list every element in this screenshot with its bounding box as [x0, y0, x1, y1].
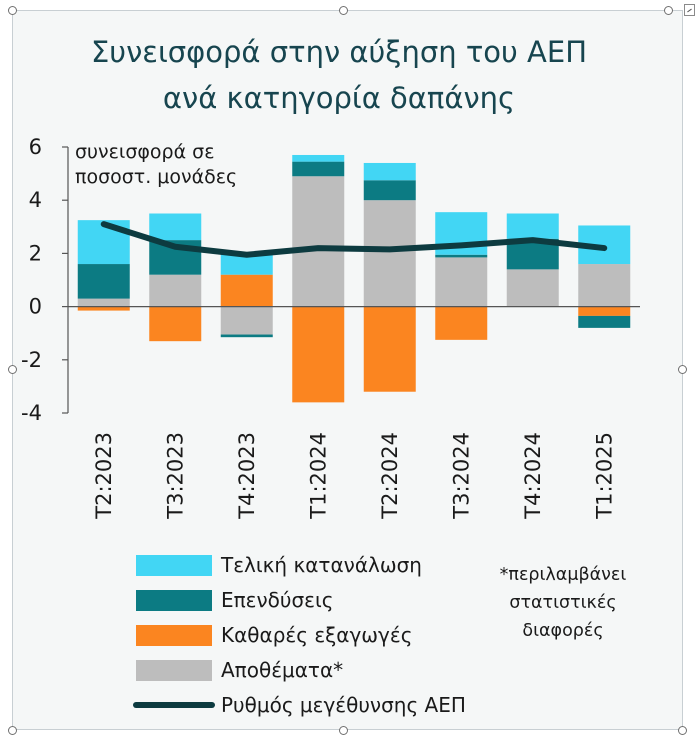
bar-καθαρές-εξαγωγές-τ2-2024 — [363, 306, 416, 392]
legend-label-ρυθμός-μεγέθυνσης-αεπ: Ρυθμός μεγέθυνσης ΑΕΠ — [221, 693, 466, 717]
resize-handle-bottom-right[interactable] — [678, 726, 687, 735]
x-tick-label-τ3-2023: Τ3:2023 — [163, 432, 187, 520]
resize-handle-top-left[interactable] — [8, 6, 17, 15]
resize-handle-middle-left[interactable] — [8, 365, 17, 374]
chart-title-line-1: Συνεισφορά στην αύξηση του ΑΕΠ — [91, 35, 587, 69]
legend-swatch-αποθέματα — [136, 660, 212, 681]
bar-τελική-κατανάλωση-τ2-2024 — [363, 162, 416, 181]
bar-επενδύσεις-τ1-2024 — [292, 161, 345, 177]
resize-handle-top-right[interactable] — [664, 6, 673, 15]
bar-τελική-κατανάλωση-τ4-2023 — [220, 252, 273, 275]
bar-τελική-κατανάλωση-τ1-2024 — [292, 154, 345, 162]
bar-καθαρές-εξαγωγές-τ2-2023 — [77, 306, 130, 311]
resize-handle-bottom-left[interactable] — [8, 726, 17, 735]
x-tick-label-τ3-2024: Τ3:2024 — [449, 432, 473, 520]
resize-handle-top-center[interactable] — [339, 6, 348, 15]
x-tick-label-τ2-2023: Τ2:2023 — [92, 432, 116, 520]
y-tick-label-0: 0 — [29, 295, 42, 319]
bar-αποθέματα-τ3-2023 — [149, 274, 202, 307]
y-axis-label-line-1: συνεισφορά σε — [75, 141, 215, 163]
gdp-growth-line — [100, 221, 608, 258]
y-tick-label-6: 6 — [29, 135, 42, 159]
bar-καθαρές-εξαγωγές-τ1-2025 — [578, 306, 631, 316]
legend-swatch-τελική-κατανάλωση — [136, 555, 212, 576]
bar-καθαρές-εξαγωγές-τ4-2023 — [220, 274, 273, 307]
legend-label-τελική-κατανάλωση: Τελική κατανάλωση — [220, 553, 422, 577]
bar-αποθέματα-τ2-2023 — [77, 298, 130, 307]
y-tick-label-2: 2 — [29, 241, 42, 265]
bar-τελική-κατανάλωση-τ4-2024 — [506, 213, 559, 239]
bar-series-group — [77, 154, 631, 403]
bar-αποθέματα-τ2-2024 — [363, 200, 416, 307]
bar-επενδύσεις-τ1-2025 — [578, 315, 631, 328]
y-tick-label--2: -2 — [21, 348, 42, 372]
footnote-line-2: στατιστικές — [509, 593, 616, 613]
bar-αποθέματα-τ1-2024 — [292, 176, 345, 307]
chart-frame[interactable] — [12, 10, 683, 730]
x-tick-label-τ2-2024: Τ2:2024 — [378, 432, 402, 520]
bar-καθαρές-εξαγωγές-τ1-2024 — [292, 306, 345, 403]
bar-επενδύσεις-τ3-2024 — [435, 254, 488, 258]
legend-label-επενδύσεις: Επενδύσεις — [221, 588, 333, 612]
bar-καθαρές-εξαγωγές-τ3-2024 — [435, 306, 488, 340]
x-tick-label-τ4-2023: Τ4:2023 — [235, 432, 259, 520]
legend: Τελική κατανάλωση Επενδύσεις Καθαρές εξαγω… — [133, 553, 466, 717]
bar-αποθέματα-τ1-2025 — [578, 264, 631, 307]
footnote-line-3: διαφορές — [522, 621, 603, 641]
resize-handle-middle-right[interactable] — [678, 365, 687, 374]
resize-handle-bottom-center[interactable] — [339, 726, 348, 735]
x-tick-label-τ1-2025: Τ1:2025 — [592, 432, 616, 520]
legend-label-αποθέματα: Αποθέματα* — [221, 658, 343, 682]
bar-επενδύσεις-τ2-2024 — [363, 180, 416, 201]
x-tick-label-τ4-2024: Τ4:2024 — [521, 432, 545, 520]
footnote-line-1: *περιλαμβάνει — [500, 565, 627, 585]
y-axis-label-line-2: ποσοστ. μονάδες — [75, 166, 237, 188]
y-tick-label--4: -4 — [21, 401, 42, 425]
bar-αποθέματα-τ4-2023 — [220, 306, 273, 335]
x-tick-label-τ1-2024: Τ1:2024 — [306, 432, 330, 520]
bar-επενδύσεις-τ2-2023 — [77, 264, 130, 299]
bar-επενδύσεις-τ4-2023 — [220, 334, 273, 338]
bar-αποθέματα-τ3-2024 — [435, 257, 488, 307]
y-tick-group: -4 -2 0 2 4 6 — [21, 135, 68, 425]
legend-swatch-επενδύσεις — [136, 590, 212, 611]
chart-title-line-2: ανά κατηγορία δαπάνης — [163, 81, 515, 115]
y-tick-label-4: 4 — [29, 188, 42, 212]
legend-swatch-καθαρές-εξαγωγές — [136, 625, 212, 646]
bar-καθαρές-εξαγωγές-τ3-2023 — [149, 306, 202, 342]
bar-τελική-κατανάλωση-τ3-2023 — [149, 213, 202, 241]
legend-label-καθαρές-εξαγωγές: Καθαρές εξαγωγές — [221, 623, 412, 647]
x-tick-group: Τ2:2023 Τ3:2023 Τ4:2023 Τ1:2024 Τ2:2024 Τ3:20… — [92, 432, 617, 520]
bar-αποθέματα-τ4-2024 — [506, 269, 559, 307]
